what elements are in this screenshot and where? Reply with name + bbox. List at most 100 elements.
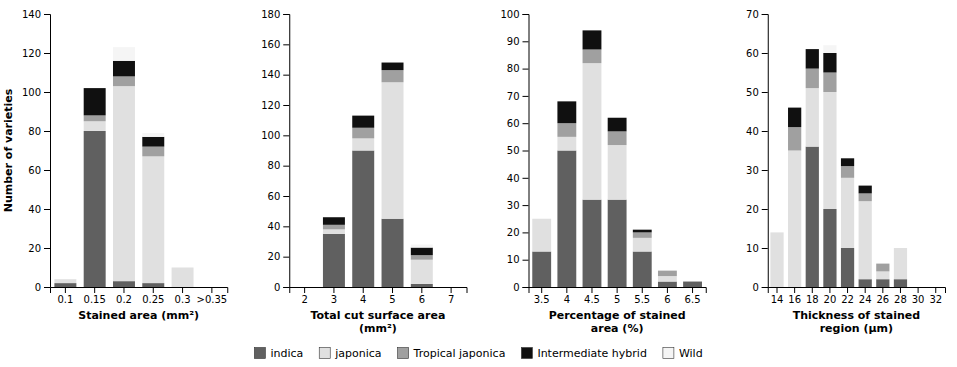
bar-segment (929, 287, 942, 288)
y-tick: 100 (22, 87, 50, 98)
bar-segment (841, 158, 854, 166)
tick-label: 0 (752, 282, 758, 293)
series (323, 63, 433, 256)
x-tick: 0.25 (142, 287, 164, 305)
bar-segment (352, 115, 374, 116)
bar-segment (557, 101, 576, 102)
bar-segment (294, 287, 316, 288)
bar-segment (823, 45, 836, 53)
bar-segment (294, 287, 316, 288)
x-tick: 0.15 (84, 287, 106, 305)
tick-label: 60 (746, 48, 759, 59)
y-axis: 010203040506070 (746, 9, 768, 293)
tick-mark (847, 287, 848, 293)
tick-label: 18 (806, 294, 819, 305)
tick-label: 20 (28, 243, 41, 254)
tick-mark (211, 287, 212, 293)
bar-segment (894, 248, 907, 249)
series (323, 151, 433, 288)
series (113, 47, 164, 137)
bar-segment (440, 287, 462, 288)
bar-segment (658, 270, 677, 271)
legend-label: indica (270, 347, 303, 360)
bar-segment (894, 248, 907, 249)
y-tick: 90 (507, 36, 529, 47)
tick-mark (283, 226, 289, 227)
bar-segment (382, 82, 404, 219)
bar-segment (633, 232, 652, 237)
tick-mark (762, 53, 768, 54)
bar-segment (841, 248, 854, 287)
axis-line (283, 15, 290, 288)
tick-mark (44, 170, 50, 171)
bar-segment (770, 232, 783, 233)
bar-segment (440, 287, 462, 288)
tick-label: 120 (22, 48, 41, 59)
bar-segment (894, 248, 907, 249)
tick-label: 22 (841, 294, 854, 305)
legend-swatch (254, 348, 265, 359)
bar-segment (911, 287, 924, 288)
bar-segment (411, 248, 433, 256)
figure: 0204060801001201400.10.150.20.250.3>0.35… (0, 0, 957, 367)
tick-label: 40 (28, 204, 41, 215)
tick-label: 100 (500, 9, 519, 20)
tick-label: 30 (507, 200, 520, 211)
x-tick: >0.35 (197, 287, 228, 305)
tick-mark (283, 75, 289, 76)
bar-segment (113, 86, 135, 281)
tick-label: 70 (746, 9, 759, 20)
tick-mark (523, 205, 529, 206)
panel: 0204060801001201400.10.150.20.250.3>0.35… (2, 9, 228, 322)
bar-segment (788, 127, 801, 150)
tick-mark (44, 131, 50, 132)
x-axis: 234567 (290, 287, 467, 305)
tick-label: 40 (507, 173, 520, 184)
tick-mark (283, 44, 289, 45)
tick-mark (762, 131, 768, 132)
tick-label: 160 (261, 39, 280, 50)
y-tick: 50 (507, 145, 529, 156)
series (770, 88, 907, 287)
tick-mark (541, 287, 542, 293)
bar-segment (113, 281, 135, 287)
bar-segment (382, 70, 404, 82)
tick-mark (591, 287, 592, 293)
bar-segment (440, 287, 462, 288)
tick-mark (283, 257, 289, 258)
series (54, 131, 164, 287)
bar-segment (352, 138, 374, 150)
axis-line (768, 288, 945, 294)
legend-swatch (398, 348, 409, 359)
bar-segment (411, 260, 433, 284)
tick-mark (523, 123, 529, 124)
series (532, 63, 677, 281)
tick-label: 0.25 (142, 294, 164, 305)
y-tick: 20 (507, 227, 529, 238)
tick-mark (392, 287, 393, 293)
bar-segment (382, 63, 404, 71)
x-tick: 28 (894, 287, 907, 305)
bar-segment (806, 49, 819, 50)
tick-mark (523, 96, 529, 97)
tick-label: 80 (28, 126, 41, 137)
tick-mark (523, 69, 529, 70)
tick-label: 40 (268, 221, 281, 232)
legend-swatch (521, 348, 532, 359)
series (557, 30, 651, 232)
tick-label: 60 (507, 118, 520, 129)
bar-segment (929, 287, 942, 288)
bar-segment (583, 200, 602, 287)
bar-segment (876, 263, 889, 264)
series (411, 245, 433, 248)
bar-segment (532, 218, 551, 219)
x-tick: 4 (360, 287, 366, 305)
tick-mark (762, 287, 768, 288)
bars (770, 45, 907, 287)
x-axis: 3.544.555.566.5 (529, 287, 706, 305)
y-tick: 80 (28, 126, 50, 137)
x-tick: 0.2 (116, 287, 132, 305)
y-tick: 160 (261, 39, 289, 50)
tick-mark (44, 248, 50, 249)
bar-segment (633, 252, 652, 287)
